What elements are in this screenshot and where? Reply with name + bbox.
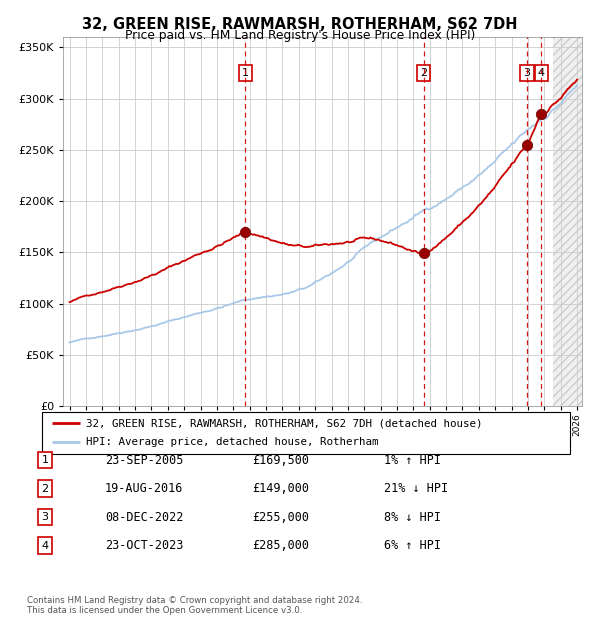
Text: £149,000: £149,000 bbox=[252, 482, 309, 495]
Bar bbox=[553, 37, 585, 406]
Text: HPI: Average price, detached house, Rotherham: HPI: Average price, detached house, Roth… bbox=[86, 438, 379, 448]
Text: 4: 4 bbox=[538, 68, 545, 78]
Text: 8% ↓ HPI: 8% ↓ HPI bbox=[384, 511, 441, 523]
Text: 23-SEP-2005: 23-SEP-2005 bbox=[105, 454, 184, 466]
Text: £255,000: £255,000 bbox=[252, 511, 309, 523]
Text: 6% ↑ HPI: 6% ↑ HPI bbox=[384, 539, 441, 552]
Text: 2: 2 bbox=[41, 484, 49, 494]
Text: £169,500: £169,500 bbox=[252, 454, 309, 466]
Text: Price paid vs. HM Land Registry's House Price Index (HPI): Price paid vs. HM Land Registry's House … bbox=[125, 29, 475, 42]
Text: 23-OCT-2023: 23-OCT-2023 bbox=[105, 539, 184, 552]
Text: 1: 1 bbox=[242, 68, 249, 78]
Text: 32, GREEN RISE, RAWMARSH, ROTHERHAM, S62 7DH (detached house): 32, GREEN RISE, RAWMARSH, ROTHERHAM, S62… bbox=[86, 418, 482, 428]
Text: 3: 3 bbox=[41, 512, 49, 522]
FancyBboxPatch shape bbox=[42, 412, 570, 454]
Text: 1% ↑ HPI: 1% ↑ HPI bbox=[384, 454, 441, 466]
Text: 2: 2 bbox=[420, 68, 427, 78]
Text: 4: 4 bbox=[41, 541, 49, 551]
Text: 3: 3 bbox=[523, 68, 530, 78]
Text: £285,000: £285,000 bbox=[252, 539, 309, 552]
Text: Contains HM Land Registry data © Crown copyright and database right 2024.
This d: Contains HM Land Registry data © Crown c… bbox=[27, 596, 362, 615]
Text: 32, GREEN RISE, RAWMARSH, ROTHERHAM, S62 7DH: 32, GREEN RISE, RAWMARSH, ROTHERHAM, S62… bbox=[82, 17, 518, 32]
Text: 21% ↓ HPI: 21% ↓ HPI bbox=[384, 482, 448, 495]
Text: 19-AUG-2016: 19-AUG-2016 bbox=[105, 482, 184, 495]
Text: 08-DEC-2022: 08-DEC-2022 bbox=[105, 511, 184, 523]
Text: 1: 1 bbox=[41, 455, 49, 465]
